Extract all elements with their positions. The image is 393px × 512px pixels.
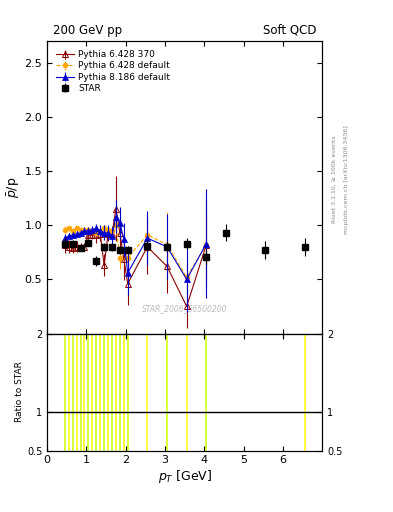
- Y-axis label: $\bar{p}$/p: $\bar{p}$/p: [5, 177, 22, 198]
- Legend: Pythia 6.428 370, Pythia 6.428 default, Pythia 8.186 default, STAR: Pythia 6.428 370, Pythia 6.428 default, …: [54, 49, 172, 95]
- X-axis label: $p_T$ [GeV]: $p_T$ [GeV]: [158, 468, 212, 485]
- Text: STAR_2006_S6500200: STAR_2006_S6500200: [142, 304, 228, 313]
- Text: Soft QCD: Soft QCD: [263, 24, 317, 36]
- Y-axis label: Ratio to STAR: Ratio to STAR: [15, 361, 24, 422]
- Text: mcplots.cern.ch [arXiv:1306.3436]: mcplots.cern.ch [arXiv:1306.3436]: [344, 125, 349, 233]
- Text: 200 GeV pp: 200 GeV pp: [53, 24, 122, 36]
- Text: Rivet 3.1.10, ≥ 100k events: Rivet 3.1.10, ≥ 100k events: [332, 135, 337, 223]
